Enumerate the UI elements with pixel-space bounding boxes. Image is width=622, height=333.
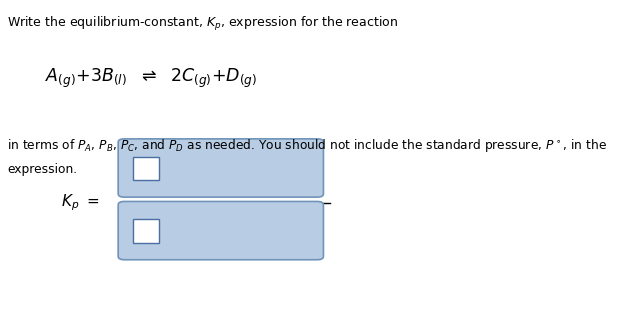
Text: in terms of $P_A$, $P_B$, $P_C$, and $P_D$ as needed. You should not include the: in terms of $P_A$, $P_B$, $P_C$, and $P_… <box>7 137 608 154</box>
FancyBboxPatch shape <box>133 157 159 180</box>
Text: $\mathit{K}_p\ =$: $\mathit{K}_p\ =$ <box>61 193 100 213</box>
FancyBboxPatch shape <box>133 219 159 243</box>
Text: Write the equilibrium-constant, $K_p$, expression for the reaction: Write the equilibrium-constant, $K_p$, e… <box>7 15 399 33</box>
FancyBboxPatch shape <box>118 201 323 260</box>
Text: expression.: expression. <box>7 163 78 176</box>
Text: $\mathit{A}_{(g)}$+$3\mathit{B}_{(l)}$$\ \ \rightleftharpoons\ \ $$2\mathit{C}_{: $\mathit{A}_{(g)}$+$3\mathit{B}_{(l)}$$\… <box>45 67 257 90</box>
FancyBboxPatch shape <box>118 139 323 197</box>
